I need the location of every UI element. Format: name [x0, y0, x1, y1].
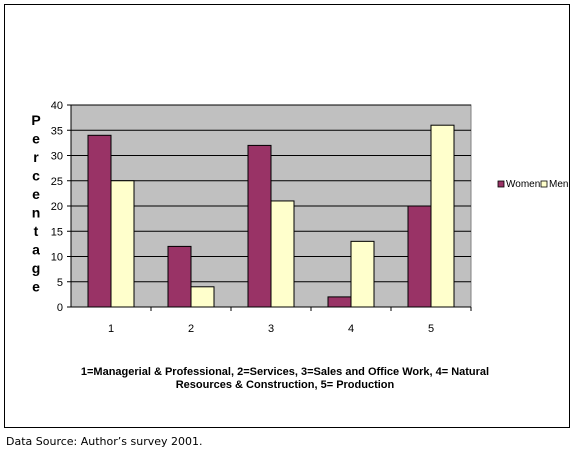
- data-source-note: Data Source: Author’s survey 2001.: [6, 435, 203, 448]
- legend-swatch-men: [540, 180, 548, 188]
- y-axis-label-letter: P: [31, 112, 40, 128]
- bar-men-4: [350, 240, 375, 308]
- category-caption: 1=Managerial & Professional, 2=Services,…: [80, 366, 490, 391]
- y-axis-label-letter: e: [32, 131, 40, 147]
- y-axis-label-letter: r: [33, 149, 39, 165]
- y-axis-label-letter: n: [32, 205, 41, 221]
- y-axis-label-letter: g: [32, 260, 41, 276]
- y-tick-label-40: 40: [51, 100, 63, 112]
- y-axis-label-letter: t: [34, 223, 39, 239]
- y-tick-label-0: 0: [57, 302, 63, 314]
- x-tick-label-3: 3: [268, 323, 274, 335]
- y-tick-label-10: 10: [51, 252, 63, 264]
- y-tick-label-25: 25: [51, 176, 63, 188]
- bar-women-4: [327, 296, 352, 308]
- y-tick-label-35: 35: [51, 125, 63, 137]
- legend-label-men: Men: [549, 179, 568, 190]
- y-tick-label-5: 5: [57, 277, 63, 289]
- x-tick-label-1: 1: [108, 323, 114, 335]
- bar-men-2: [190, 286, 215, 308]
- y-axis-label-letter: e: [32, 186, 40, 202]
- bar-women-2: [167, 245, 192, 308]
- legend-swatch-women: [497, 180, 505, 188]
- y-axis-label-letter: c: [32, 168, 40, 184]
- bar-men-1: [110, 180, 135, 308]
- x-tick-label-4: 4: [348, 323, 354, 335]
- bar-men-5: [430, 124, 455, 308]
- bar-men-3: [270, 200, 295, 308]
- bar-women-3: [247, 144, 272, 308]
- y-tick-label-20: 20: [51, 201, 63, 213]
- bar-women-1: [87, 134, 112, 308]
- legend-label-women: Women: [506, 179, 540, 190]
- y-axis-label-letter: a: [32, 242, 40, 258]
- y-tick-label-15: 15: [51, 226, 63, 238]
- x-tick-label-5: 5: [428, 323, 434, 335]
- y-tick-label-30: 30: [51, 151, 63, 163]
- y-axis-label-letter: e: [32, 279, 40, 295]
- bar-women-5: [407, 205, 432, 308]
- x-tick-label-2: 2: [188, 323, 194, 335]
